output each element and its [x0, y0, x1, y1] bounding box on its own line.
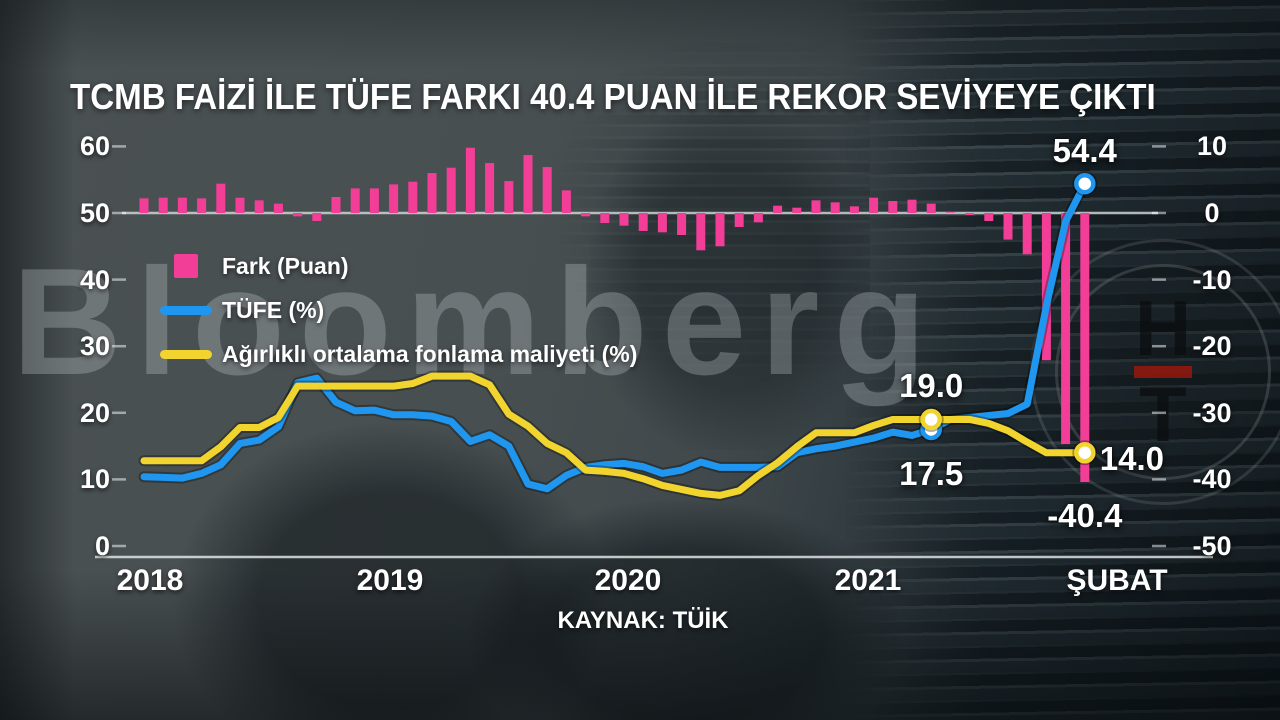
logo-red-bar — [1134, 366, 1192, 378]
fark-bar — [523, 155, 533, 213]
fark-bar — [331, 197, 341, 213]
annotation-17.5: 17.5 — [899, 455, 964, 493]
fark-bar — [888, 201, 898, 213]
fark-bar — [446, 167, 456, 213]
fark-bar — [811, 200, 821, 213]
fark-bar — [677, 213, 687, 235]
annotation-19.0: 19.0 — [899, 367, 964, 405]
chart-title: TCMB FAİZİ İLE TÜFE FARKI 40.4 PUAN İLE … — [70, 76, 1156, 117]
fark-bar — [926, 203, 936, 213]
fark-bar — [734, 213, 744, 227]
fark-bar — [753, 213, 763, 223]
fark-bar — [389, 184, 399, 213]
fark-bar — [581, 213, 591, 217]
x-axis-label-ŞUBAT: ŞUBAT — [1066, 564, 1168, 597]
left-axis-label: 30 — [79, 331, 110, 362]
left-axis-label: 20 — [79, 397, 110, 428]
fark-bar — [542, 167, 552, 213]
annotation-54.4: 54.4 — [1052, 131, 1117, 169]
left-axis-label: 60 — [79, 131, 110, 162]
edge-shadow — [0, 0, 1280, 70]
fark-bar — [254, 200, 264, 213]
source-label: KAYNAK: TÜİK — [557, 607, 729, 634]
data-point-marker-54.4 — [1074, 172, 1096, 195]
fark-bar — [369, 188, 379, 213]
fark-bar — [792, 207, 802, 213]
right-axis-label: -50 — [1192, 531, 1232, 561]
fark-bar — [139, 198, 149, 213]
fark-bar — [1022, 213, 1032, 255]
edge-shadow — [0, 570, 1280, 720]
legend-item-fark: Fark (Puan) — [158, 251, 637, 281]
line-swatch-icon — [160, 349, 212, 359]
fark-bar — [350, 188, 360, 213]
x-axis-label-2020: 2020 — [594, 564, 662, 597]
bloomberght-logo: H T — [1030, 239, 1280, 505]
bloomberg-watermark: Bloomberg — [12, 237, 941, 407]
fark-bar — [600, 213, 610, 223]
fark-bar — [427, 173, 437, 213]
line-swatch-icon — [160, 305, 212, 315]
fark-bar — [1041, 213, 1051, 361]
fark-bar — [830, 202, 840, 213]
right-axis-label: -10 — [1192, 264, 1232, 295]
left-axis-label: 40 — [79, 264, 110, 295]
fark-bar — [312, 213, 322, 221]
fark-bar — [965, 213, 975, 215]
fark-bar — [1003, 213, 1013, 240]
fark-bar — [773, 205, 783, 213]
fark-bar — [561, 190, 571, 213]
right-axis-label: -40 — [1192, 464, 1232, 495]
right-axis-label: 0 — [1204, 198, 1220, 228]
fark-bar — [715, 213, 725, 247]
fark-bar — [849, 206, 859, 213]
fark-bar — [619, 213, 629, 226]
fark-bar — [197, 198, 207, 213]
fark-bar — [907, 199, 917, 213]
left-axis-label: 0 — [94, 531, 110, 561]
legend-item-fonlama: Ağırlıklı ortalama fonlama maliyeti (%) — [158, 339, 637, 369]
right-axis-label: -30 — [1192, 397, 1232, 428]
legend-item-tufe: TÜFE (%) — [158, 295, 637, 325]
fark-bar — [235, 197, 245, 213]
fark-bar — [485, 163, 495, 213]
legend-label-fonlama: Ağırlıklı ortalama fonlama maliyeti (%) — [222, 340, 638, 367]
fark-bar — [158, 197, 168, 213]
fark-bar — [273, 203, 283, 213]
logo-letter-h: H — [1134, 284, 1192, 373]
legend: Fark (Puan) TÜFE (%) Ağırlıklı ortalama … — [158, 251, 637, 383]
data-point-marker-19.0 — [920, 408, 942, 431]
x-axis-label-2018: 2018 — [116, 564, 184, 597]
fark-bar — [1080, 213, 1090, 483]
fark-bar — [293, 213, 303, 217]
fark-bar — [696, 213, 706, 251]
right-axis-label: -20 — [1192, 331, 1232, 362]
annotation-14.0: 14.0 — [1099, 439, 1165, 477]
fark-bar — [984, 213, 994, 221]
fark-bar — [657, 213, 667, 233]
fark-bar — [945, 212, 955, 213]
fark-bar — [638, 213, 648, 231]
x-axis-label-2021: 2021 — [834, 564, 902, 597]
fark-bar — [504, 181, 514, 213]
fark-bar — [869, 197, 879, 213]
left-axis-label: 50 — [79, 198, 110, 228]
fark-bar — [1061, 213, 1071, 445]
x-axis-label-2019: 2019 — [356, 564, 424, 597]
left-axis-label: 10 — [79, 464, 110, 495]
legend-label-tufe: TÜFE (%) — [222, 296, 325, 323]
fark-bar — [465, 147, 475, 213]
fark-bar — [177, 197, 187, 213]
coin-pile-shadow — [590, 110, 870, 450]
legend-label-fark: Fark (Puan) — [222, 252, 349, 279]
bloomberght-logo-inner-circle: H T — [1055, 264, 1271, 480]
annotation--40.4: -40.4 — [1047, 497, 1123, 535]
data-point-marker-14.0 — [1074, 442, 1096, 464]
fark-bar — [408, 181, 418, 213]
right-axis-label: 10 — [1196, 131, 1228, 162]
bar-swatch-icon — [174, 254, 198, 278]
fark-bar — [216, 183, 226, 213]
